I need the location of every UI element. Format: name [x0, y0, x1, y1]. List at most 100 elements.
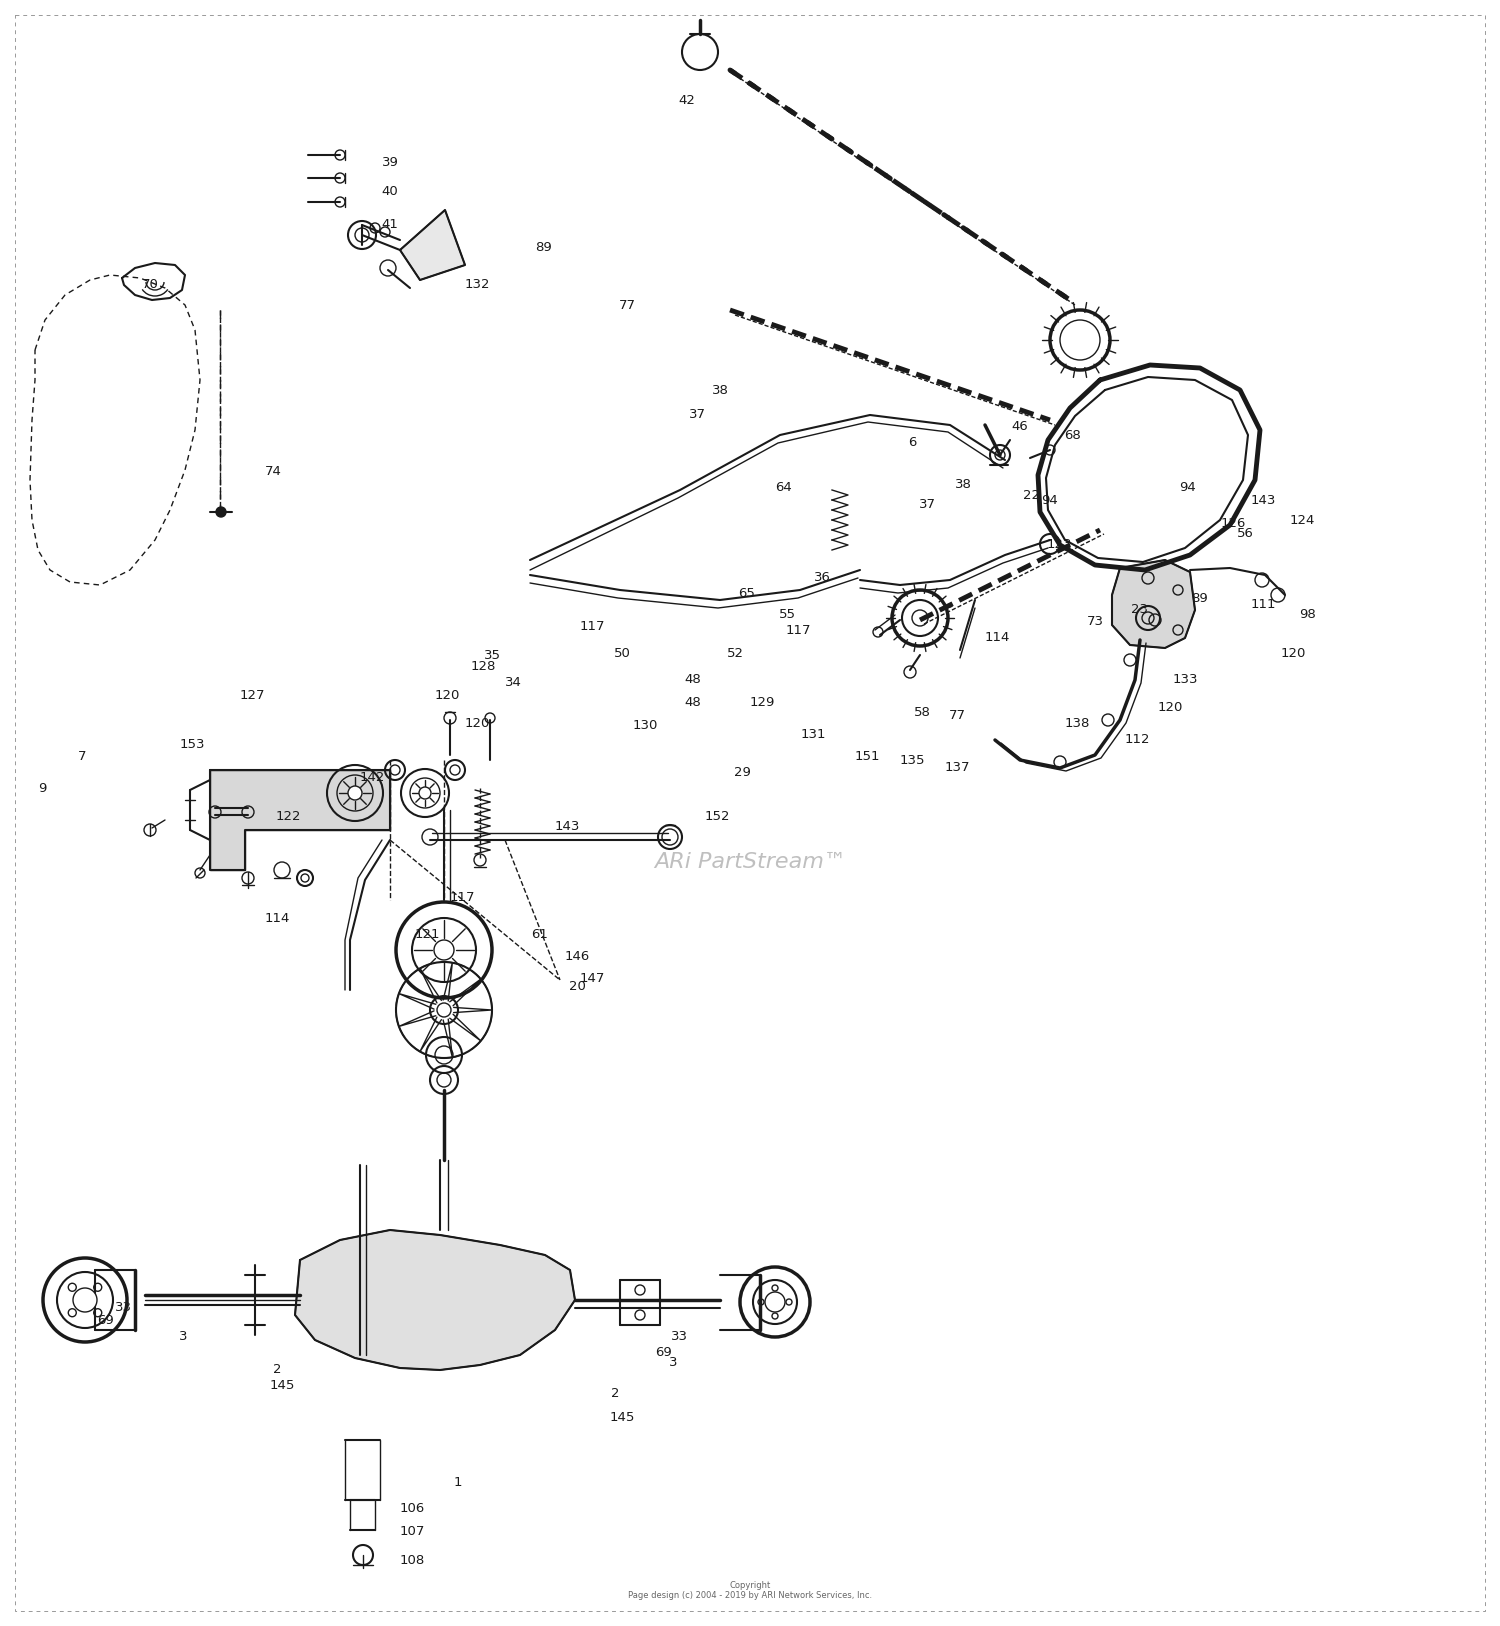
Text: 138: 138	[1065, 717, 1089, 730]
Text: 94: 94	[1041, 494, 1059, 507]
Text: 33: 33	[670, 1330, 688, 1343]
Text: 117: 117	[450, 891, 474, 904]
Polygon shape	[1112, 559, 1196, 649]
Circle shape	[74, 1288, 98, 1312]
Text: 69: 69	[96, 1314, 114, 1327]
Text: 121: 121	[414, 928, 440, 941]
Text: 37: 37	[688, 408, 706, 421]
Text: 22: 22	[1023, 489, 1041, 502]
Text: 108: 108	[400, 1554, 424, 1567]
Text: 98: 98	[1299, 608, 1317, 621]
Text: 20: 20	[568, 980, 586, 993]
Text: 65: 65	[738, 587, 756, 600]
Text: Copyright
Page design (c) 2004 - 2019 by ARI Network Services, Inc.: Copyright Page design (c) 2004 - 2019 by…	[628, 1580, 872, 1600]
Circle shape	[436, 1003, 451, 1016]
Text: 42: 42	[678, 94, 696, 107]
Text: 35: 35	[483, 649, 501, 662]
Circle shape	[216, 507, 226, 517]
Text: 89: 89	[534, 241, 552, 254]
Text: 137: 137	[945, 761, 969, 774]
Polygon shape	[296, 1229, 574, 1371]
Text: 153: 153	[180, 738, 204, 751]
Text: 38: 38	[954, 478, 972, 491]
Text: 74: 74	[264, 465, 282, 478]
Text: 122: 122	[276, 810, 300, 823]
Text: 120: 120	[1158, 701, 1182, 714]
Text: 89: 89	[1191, 592, 1209, 605]
Circle shape	[433, 940, 454, 959]
Text: 36: 36	[813, 571, 831, 584]
Text: 106: 106	[400, 1502, 424, 1515]
Text: 120: 120	[465, 717, 489, 730]
Text: 112: 112	[1125, 733, 1149, 746]
Text: 34: 34	[504, 676, 522, 689]
Text: 3: 3	[178, 1330, 188, 1343]
Text: 145: 145	[610, 1411, 634, 1424]
Text: 123: 123	[1047, 538, 1071, 551]
Text: 133: 133	[1173, 673, 1197, 686]
Text: 120: 120	[435, 689, 459, 702]
Text: 117: 117	[786, 624, 810, 637]
Text: 111: 111	[1251, 598, 1275, 611]
Text: 132: 132	[465, 278, 489, 291]
Text: 48: 48	[684, 696, 702, 709]
Circle shape	[348, 785, 361, 800]
Text: 37: 37	[918, 498, 936, 511]
Text: 131: 131	[801, 728, 825, 741]
Text: 73: 73	[1086, 615, 1104, 628]
Text: ARi PartStream™: ARi PartStream™	[654, 852, 846, 872]
Text: 142: 142	[360, 771, 384, 784]
Text: 152: 152	[705, 810, 729, 823]
Text: 52: 52	[726, 647, 744, 660]
Text: 3: 3	[669, 1356, 678, 1369]
Text: 33: 33	[114, 1301, 132, 1314]
Text: 117: 117	[579, 620, 604, 633]
Text: 143: 143	[555, 820, 579, 833]
Text: 77: 77	[948, 709, 966, 722]
Text: 2: 2	[610, 1387, 620, 1400]
Text: 50: 50	[614, 647, 632, 660]
Text: 55: 55	[778, 608, 796, 621]
Text: 70: 70	[141, 278, 159, 291]
Text: 9: 9	[38, 782, 46, 795]
Text: 7: 7	[78, 750, 87, 763]
Polygon shape	[400, 210, 465, 280]
Circle shape	[419, 787, 430, 798]
Text: 151: 151	[853, 750, 879, 763]
Text: 29: 29	[734, 766, 752, 779]
Text: 135: 135	[900, 754, 924, 767]
Text: 69: 69	[654, 1346, 672, 1359]
Text: 143: 143	[1251, 494, 1275, 507]
Text: 147: 147	[580, 972, 604, 985]
Text: 39: 39	[381, 156, 399, 169]
Text: 114: 114	[266, 912, 290, 925]
Text: 41: 41	[381, 218, 399, 231]
Text: 2: 2	[273, 1363, 282, 1376]
Text: 6: 6	[908, 436, 916, 449]
Text: 107: 107	[400, 1525, 424, 1538]
Text: 48: 48	[684, 673, 702, 686]
Text: 23: 23	[1131, 603, 1149, 616]
Text: 129: 129	[750, 696, 774, 709]
Text: 94: 94	[1179, 481, 1197, 494]
Text: 56: 56	[1236, 527, 1254, 540]
Text: 124: 124	[1290, 514, 1314, 527]
Text: 145: 145	[270, 1379, 294, 1392]
Text: 64: 64	[774, 481, 792, 494]
Text: 77: 77	[618, 299, 636, 312]
Polygon shape	[210, 771, 390, 870]
Text: 38: 38	[711, 384, 729, 397]
Text: 146: 146	[566, 950, 590, 963]
Text: 40: 40	[381, 185, 399, 198]
Text: 127: 127	[240, 689, 264, 702]
Text: 68: 68	[1064, 429, 1082, 442]
Text: 126: 126	[1221, 517, 1245, 530]
Text: 120: 120	[1281, 647, 1305, 660]
Text: 128: 128	[471, 660, 495, 673]
Text: 114: 114	[986, 631, 1010, 644]
Text: 46: 46	[1011, 420, 1029, 433]
Text: 61: 61	[531, 928, 549, 941]
Text: 58: 58	[914, 706, 932, 719]
Text: 130: 130	[633, 719, 657, 732]
Text: 1: 1	[453, 1476, 462, 1489]
